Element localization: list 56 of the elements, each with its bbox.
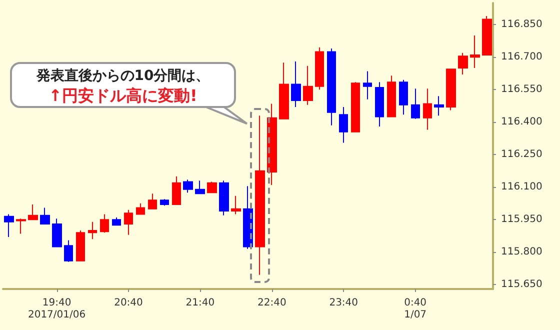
- x-tick-label: 20:40: [114, 298, 143, 308]
- candlestick: [303, 65, 313, 106]
- x-tick-label: 21:40: [186, 298, 215, 308]
- y-tick-label: 116.250: [501, 149, 542, 160]
- candlestick: [446, 68, 456, 111]
- candlestick: [76, 230, 85, 262]
- candlestick: [183, 179, 193, 194]
- annotation: ↑円安ドル高に変動!: [48, 86, 198, 106]
- candlestick: [64, 240, 73, 262]
- candlestick: [339, 106, 348, 144]
- x-tick-label: 0:40 1/07: [404, 298, 427, 320]
- candlestick: [375, 82, 384, 127]
- candlestick: [16, 218, 26, 234]
- candlestick: [100, 214, 109, 234]
- candlestick: [255, 115, 265, 276]
- candlestick: [327, 48, 336, 126]
- candlestick: [52, 218, 62, 248]
- candlestick: [4, 214, 14, 238]
- candlestick: [470, 35, 480, 68]
- candlestick: [148, 193, 157, 210]
- x-tick-label: 19:40 2017/01/06: [28, 298, 86, 320]
- candlestick: [399, 79, 408, 116]
- y-tick-label: 115.650: [501, 279, 542, 290]
- candlestick: [124, 209, 133, 236]
- y-tick-label: 116.400: [501, 116, 542, 128]
- candlestick: [88, 221, 97, 240]
- candlestick: [482, 16, 492, 56]
- candlestick: [423, 88, 432, 130]
- y-tick-label: 115.950: [501, 214, 542, 226]
- candlestick: [458, 52, 468, 75]
- candlestick: [160, 198, 169, 206]
- y-tick-label: 115.800: [501, 246, 542, 258]
- candlestick: [411, 88, 420, 120]
- candlestick: [363, 70, 372, 100]
- y-tick-label: 116.550: [501, 84, 542, 96]
- candlestick: [172, 176, 181, 205]
- candlestick: [291, 61, 301, 108]
- x-tick-label: 22:40: [257, 298, 286, 308]
- candlestick: [207, 181, 217, 194]
- candlestick: [351, 82, 360, 132]
- candlestick: [231, 195, 241, 215]
- candlestick: [112, 217, 121, 226]
- candlestick: [136, 202, 145, 215]
- y-tick-label: 116.850: [501, 19, 542, 30]
- y-tick-label: 116.700: [501, 52, 542, 63]
- candlestick: [195, 180, 205, 194]
- candlestick: [315, 46, 324, 90]
- candlestick: [40, 207, 50, 224]
- annotation: 発表直後からの10分間は、: [35, 67, 211, 86]
- candlestick: [28, 204, 38, 220]
- x-tick-label: 23:40: [329, 298, 358, 308]
- y-tick-label: 116.100: [501, 182, 542, 193]
- candlestick: [219, 180, 229, 216]
- candlestick: [279, 62, 289, 120]
- candlestick: [434, 96, 444, 116]
- candlestick: [387, 75, 396, 118]
